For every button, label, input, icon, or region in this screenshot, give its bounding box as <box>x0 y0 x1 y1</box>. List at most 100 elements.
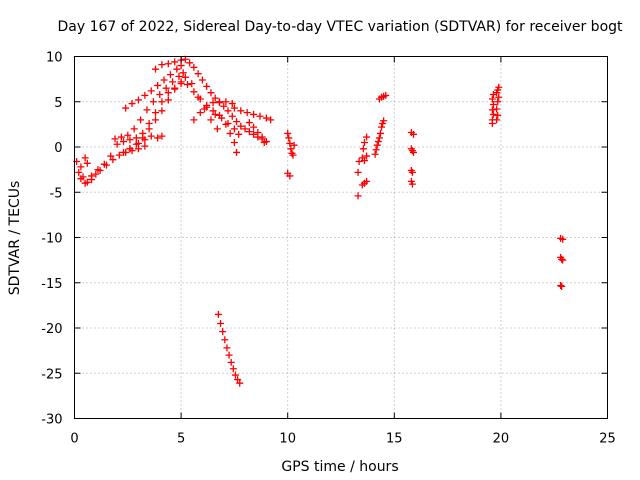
data-point <box>213 125 221 133</box>
data-point <box>149 98 157 106</box>
data-point <box>83 159 91 167</box>
data-point <box>250 130 258 138</box>
data-point <box>230 125 238 133</box>
data-point <box>494 111 502 119</box>
data-point <box>226 129 234 137</box>
data-point <box>147 132 155 140</box>
data-point <box>156 91 164 99</box>
data-point <box>286 139 294 147</box>
data-point <box>267 116 275 124</box>
data-point <box>77 163 85 171</box>
data-point <box>171 85 179 93</box>
data-point <box>231 371 239 379</box>
data-point <box>220 102 228 110</box>
data-point <box>360 138 368 146</box>
data-point <box>489 100 497 108</box>
data-point <box>211 110 219 118</box>
data-point <box>374 138 382 146</box>
data-point <box>120 138 128 146</box>
data-point <box>190 116 198 124</box>
data-point <box>198 76 206 84</box>
data-point <box>169 78 177 86</box>
data-point <box>164 60 172 68</box>
data-point <box>221 336 229 344</box>
y-tick-label: -30 <box>41 413 62 428</box>
data-point <box>286 172 294 180</box>
y-tick-label: 0 <box>54 141 62 156</box>
data-point <box>194 70 202 78</box>
data-point <box>254 129 262 137</box>
data-point <box>196 109 204 117</box>
data-point <box>77 175 85 183</box>
data-point <box>285 134 293 142</box>
data-point <box>126 136 134 144</box>
data-point <box>141 142 149 150</box>
series-0 <box>73 55 567 387</box>
data-point <box>164 89 172 97</box>
data-point <box>190 63 198 71</box>
data-point <box>154 134 162 142</box>
y-tick-label: -20 <box>41 322 62 337</box>
data-point <box>363 133 371 141</box>
data-point <box>215 98 223 106</box>
data-point <box>227 358 235 366</box>
data-point <box>233 148 241 156</box>
data-point <box>207 89 215 97</box>
data-point <box>211 94 219 102</box>
data-point <box>557 281 565 289</box>
data-point <box>137 116 145 124</box>
x-axis-label: GPS time / hours <box>281 459 398 475</box>
data-point <box>111 135 119 143</box>
data-point <box>409 148 417 156</box>
y-tick-label: -25 <box>41 367 62 382</box>
x-tick-label: 25 <box>599 432 616 447</box>
data-point <box>158 98 166 106</box>
data-point <box>241 125 249 133</box>
data-point <box>177 78 185 86</box>
data-point <box>284 129 292 137</box>
data-point <box>233 118 241 126</box>
data-point <box>158 132 166 140</box>
data-point <box>493 105 501 113</box>
data-point <box>488 106 496 114</box>
data-point <box>207 116 215 124</box>
x-tick-label: 15 <box>386 432 403 447</box>
data-point <box>382 91 390 99</box>
data-point <box>141 91 149 99</box>
data-point <box>363 177 371 185</box>
data-point <box>81 154 89 162</box>
data-point <box>230 138 238 146</box>
data-point <box>194 93 202 101</box>
data-point <box>229 365 237 373</box>
x-tick-label: 10 <box>279 432 296 447</box>
data-point <box>209 107 217 115</box>
data-point <box>166 71 174 79</box>
data-point <box>158 61 166 69</box>
data-point <box>243 109 251 117</box>
data-point <box>235 130 243 138</box>
data-point <box>124 131 132 139</box>
data-point <box>378 123 386 131</box>
data-point <box>559 235 567 243</box>
data-point <box>225 351 233 359</box>
y-tick-label: -5 <box>50 186 63 201</box>
plot-frame <box>74 56 608 419</box>
data-point <box>162 84 170 92</box>
data-point <box>126 145 134 153</box>
data-point <box>354 192 362 200</box>
data-point <box>81 179 89 187</box>
data-point <box>375 134 383 142</box>
data-point <box>245 119 253 127</box>
data-point <box>230 104 238 112</box>
data-point <box>228 100 236 108</box>
data-point <box>160 76 168 84</box>
data-point <box>289 151 297 159</box>
y-tick-label: -10 <box>41 232 62 247</box>
data-point <box>88 172 96 180</box>
data-point <box>152 65 160 73</box>
data-point <box>152 116 160 124</box>
data-point <box>164 96 172 104</box>
data-point <box>130 125 138 133</box>
data-point <box>408 180 416 188</box>
